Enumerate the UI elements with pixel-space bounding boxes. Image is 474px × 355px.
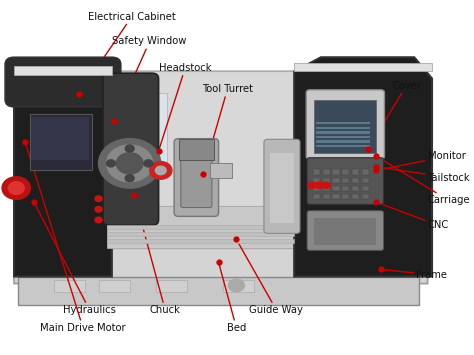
Circle shape xyxy=(150,162,172,179)
FancyBboxPatch shape xyxy=(5,57,121,107)
FancyBboxPatch shape xyxy=(174,138,219,217)
Bar xyxy=(29,114,92,170)
FancyBboxPatch shape xyxy=(307,211,383,250)
Polygon shape xyxy=(18,277,419,305)
Text: Frame: Frame xyxy=(383,270,447,280)
Text: Bed: Bed xyxy=(219,265,246,333)
Bar xyxy=(99,280,130,293)
Bar xyxy=(317,140,370,143)
Bar xyxy=(54,280,85,293)
Circle shape xyxy=(125,145,134,152)
Bar xyxy=(362,178,369,183)
Polygon shape xyxy=(14,71,428,284)
Bar xyxy=(317,131,370,133)
Bar xyxy=(323,178,330,183)
Bar xyxy=(332,169,339,175)
Bar xyxy=(352,194,359,200)
Bar xyxy=(342,169,349,175)
Bar xyxy=(342,194,349,200)
Bar xyxy=(342,178,349,183)
Bar xyxy=(108,71,294,248)
Circle shape xyxy=(228,279,245,292)
Bar xyxy=(352,169,359,175)
Circle shape xyxy=(107,160,116,167)
Circle shape xyxy=(95,207,102,212)
Circle shape xyxy=(95,196,102,202)
Text: Tailstock: Tailstock xyxy=(379,167,470,182)
Bar xyxy=(332,178,339,183)
Text: Hydraulics: Hydraulics xyxy=(36,205,116,315)
Text: Safety Window: Safety Window xyxy=(112,36,187,118)
Bar xyxy=(313,194,320,200)
Bar xyxy=(314,100,376,153)
Bar xyxy=(313,178,320,183)
Bar xyxy=(362,194,369,200)
Bar xyxy=(108,71,294,206)
FancyBboxPatch shape xyxy=(307,158,383,204)
Circle shape xyxy=(308,182,316,189)
FancyBboxPatch shape xyxy=(264,139,300,233)
Bar xyxy=(332,186,339,191)
Polygon shape xyxy=(294,57,432,277)
Bar xyxy=(14,66,112,75)
Bar xyxy=(323,169,330,175)
Circle shape xyxy=(155,166,166,175)
Bar xyxy=(114,93,167,170)
Circle shape xyxy=(116,153,143,174)
Bar xyxy=(317,127,370,129)
Text: Electrical Cabinet: Electrical Cabinet xyxy=(80,12,176,92)
Circle shape xyxy=(107,145,153,182)
Bar xyxy=(31,118,89,160)
Bar xyxy=(332,194,339,200)
Polygon shape xyxy=(14,64,112,277)
Bar xyxy=(362,186,369,191)
Bar xyxy=(313,186,320,191)
Circle shape xyxy=(322,182,330,189)
FancyBboxPatch shape xyxy=(103,73,159,225)
FancyBboxPatch shape xyxy=(306,90,384,159)
Bar xyxy=(352,186,359,191)
Circle shape xyxy=(8,182,24,195)
Bar xyxy=(362,169,369,175)
Bar xyxy=(317,145,370,147)
FancyBboxPatch shape xyxy=(181,147,212,208)
Bar xyxy=(108,239,294,243)
Bar xyxy=(317,136,370,138)
Bar xyxy=(179,138,214,160)
Bar xyxy=(210,163,232,178)
Bar xyxy=(108,206,294,248)
Bar xyxy=(352,178,359,183)
Bar xyxy=(156,280,187,293)
Bar xyxy=(108,231,294,236)
Text: Chuck: Chuck xyxy=(135,198,181,315)
Bar xyxy=(270,153,294,223)
Circle shape xyxy=(315,182,323,189)
Circle shape xyxy=(144,160,153,167)
Bar xyxy=(317,122,370,125)
Bar xyxy=(314,218,376,245)
Text: Cover: Cover xyxy=(369,81,421,147)
Bar xyxy=(323,194,330,200)
Bar xyxy=(323,186,330,191)
Bar xyxy=(294,62,432,71)
Bar xyxy=(108,224,294,229)
Circle shape xyxy=(99,138,161,188)
Text: Monitor: Monitor xyxy=(379,151,465,170)
Text: Guide Way: Guide Way xyxy=(238,242,303,315)
Text: Tool Turret: Tool Turret xyxy=(202,84,253,171)
Bar xyxy=(313,169,320,175)
Text: Carriage: Carriage xyxy=(379,158,470,206)
Text: Main Drive Motor: Main Drive Motor xyxy=(26,145,126,333)
Circle shape xyxy=(125,175,134,182)
Text: Headstock: Headstock xyxy=(159,63,211,148)
Circle shape xyxy=(95,217,102,223)
Circle shape xyxy=(2,177,30,200)
Text: CNC: CNC xyxy=(379,203,449,230)
Bar xyxy=(342,186,349,191)
Bar xyxy=(223,280,254,293)
